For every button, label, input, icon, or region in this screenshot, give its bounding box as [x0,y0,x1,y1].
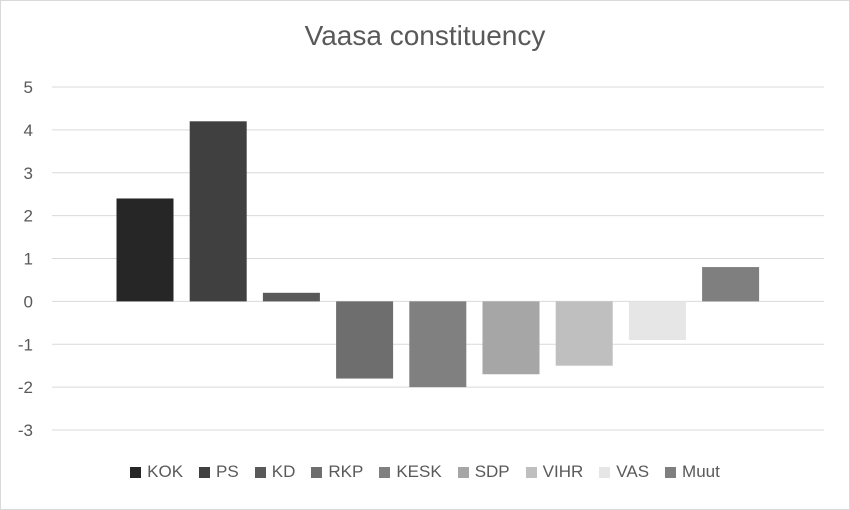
legend-swatch [525,466,537,478]
legend-item-muut: Muut [665,462,720,482]
legend-item-kesk: KESK [379,462,442,482]
bar-kd [262,292,320,302]
bar-rkp [336,301,394,379]
legend-swatch [130,466,142,478]
legend-swatch [457,466,469,478]
legend-item-kd: KD [254,462,296,482]
y-tick-label: 4 [24,121,33,140]
legend-label: Muut [682,462,720,481]
bar-vas [628,301,686,340]
legend-item-ps: PS [199,462,239,482]
legend-label: RKP [328,462,364,481]
legend-swatch [311,466,323,478]
legend-label: SDP [474,462,510,481]
y-tick-label: 0 [24,292,33,311]
y-tick-label: 1 [24,250,33,269]
bar-kesk [409,301,467,388]
chart-legend: KOK PS KD RKP KESK SDP VIHR VAS Muut [0,462,850,482]
bar-kok [116,198,174,302]
legend-swatch [254,466,266,478]
legend-swatch [379,466,391,478]
legend-swatch [199,466,211,478]
bar-muut [702,267,760,302]
legend-label: PS [216,462,239,481]
bar-ps [189,121,247,302]
legend-item-sdp: SDP [457,462,510,482]
legend-item-kok: KOK [130,462,183,482]
chart-title: Vaasa constituency [304,20,546,51]
legend-item-vihr: VIHR [525,462,584,482]
legend-label: VAS [616,462,650,481]
legend-swatch [599,466,611,478]
legend-swatch [665,466,677,478]
bar-vihr [555,301,613,366]
legend-label: KESK [396,462,442,481]
legend-label: KD [271,462,296,481]
bar-sdp [482,301,540,375]
legend-label: KOK [147,462,184,481]
legend-item-rkp: RKP [311,462,363,482]
y-tick-label: 2 [24,207,33,226]
legend-label: VIHR [542,462,584,481]
y-tick-label: -3 [18,421,33,440]
y-tick-label: -1 [18,335,33,354]
legend-item-vas: VAS [599,462,649,482]
y-tick-label: 5 [24,78,33,97]
y-tick-label: 3 [24,164,33,183]
y-tick-label: -2 [18,378,33,397]
